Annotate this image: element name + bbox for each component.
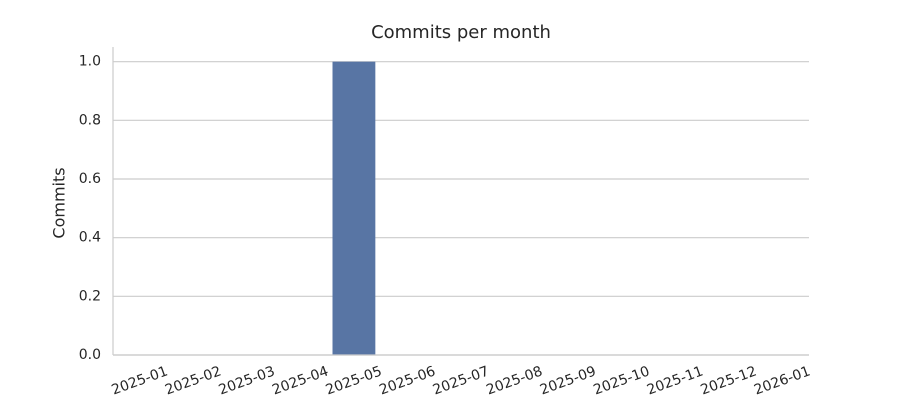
bar — [332, 61, 376, 356]
y-axis-label: Commits — [50, 167, 69, 238]
x-tick-label: 2026-01 — [752, 363, 812, 398]
y-tick-label: 1.0 — [79, 54, 101, 70]
y-tick-label: 0.8 — [79, 112, 101, 128]
y-tick-label: 0.6 — [79, 171, 101, 187]
x-tick-label: 2025-03 — [217, 363, 277, 398]
x-tick-label: 2025-05 — [324, 363, 384, 398]
bars — [332, 61, 376, 356]
x-tick-label: 2025-01 — [110, 363, 170, 398]
x-tick-label: 2025-12 — [698, 363, 758, 398]
y-tick-label: 0.0 — [79, 347, 101, 363]
x-tick-label: 2025-04 — [270, 363, 331, 398]
grid — [113, 61, 809, 356]
x-tick-label: 2025-09 — [538, 363, 598, 398]
x-tick-label: 2025-08 — [484, 363, 544, 398]
y-tick-label: 0.2 — [79, 288, 101, 304]
x-tick-label: 2025-10 — [591, 363, 651, 398]
y-tick-label: 0.4 — [79, 230, 101, 246]
x-tick-label: 2025-11 — [645, 363, 705, 398]
chart-title: Commits per month — [371, 22, 551, 43]
x-tick-label: 2025-07 — [431, 363, 491, 398]
x-tick-label: 2025-02 — [163, 363, 223, 398]
x-tick-label: 2025-06 — [377, 363, 438, 398]
